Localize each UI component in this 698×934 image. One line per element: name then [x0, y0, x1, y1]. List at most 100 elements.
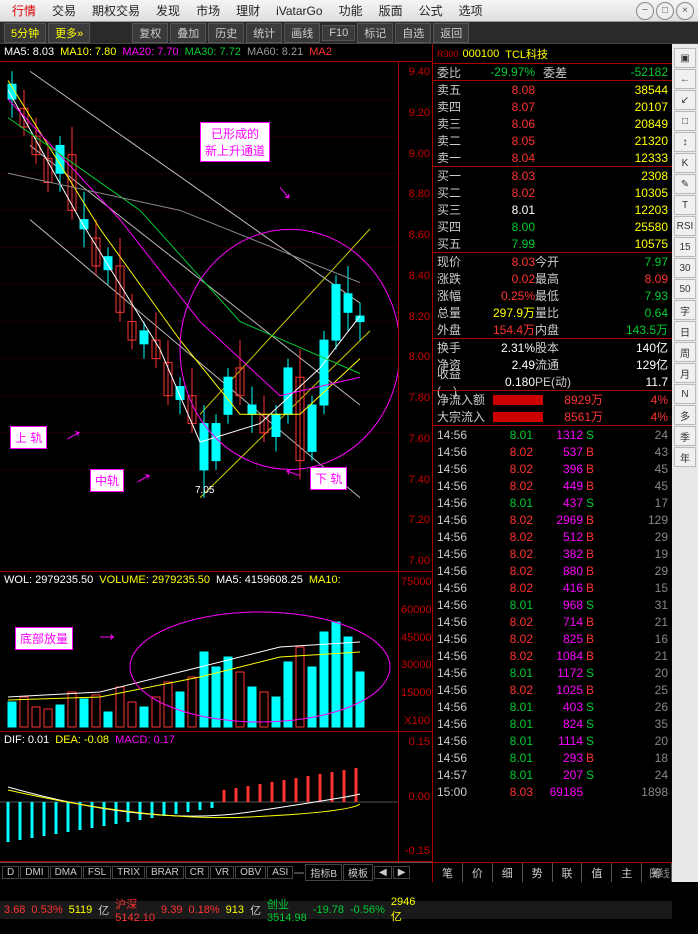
tick-row: 14:568.02537B43 — [433, 443, 672, 460]
rtool-btn[interactable]: 日 — [674, 321, 696, 341]
btab-VR[interactable]: VR — [210, 866, 234, 879]
macd-axis: 0.150.00-0.15 — [398, 732, 432, 861]
menu-layout[interactable]: 版面 — [371, 2, 411, 19]
btab-BRAR[interactable]: BRAR — [146, 866, 184, 879]
btab-指标B[interactable]: 指标B — [305, 864, 342, 881]
rtool-btn[interactable]: 月 — [674, 363, 696, 383]
btab-D[interactable]: D — [2, 866, 19, 879]
tick-row: 14:568.01437S17 — [433, 494, 672, 511]
quote-row: 涨跌0.02最高8.09 — [433, 270, 672, 287]
rtab-价[interactable]: 价 — [463, 863, 493, 882]
more-btn[interactable]: 更多» — [48, 23, 90, 43]
rtab-势[interactable]: 势 — [523, 863, 553, 882]
rtool-btn[interactable]: ↕ — [674, 132, 696, 152]
tb-overlay[interactable]: 叠加 — [170, 23, 206, 43]
rtool-btn[interactable]: 年 — [674, 447, 696, 467]
menu-quotes[interactable]: 行情 — [4, 2, 44, 19]
tb-draw[interactable]: 画线 — [284, 23, 320, 43]
menu-finance[interactable]: 理财 — [228, 2, 268, 19]
quote-row: 涨幅0.25%最低7.93 — [433, 287, 672, 304]
order-row: 卖三8.0620849 — [433, 115, 672, 132]
quote-row: 换手2.31%股本140亿 — [433, 339, 672, 356]
tick-row: 14:568.02449B45 — [433, 477, 672, 494]
quote-rows2: 换手2.31%股本140亿净资2.49流通129亿收益(一)0.180PE(动)… — [433, 339, 672, 390]
toolbar: 5分钟 更多» 复权 叠加 历史 统计 画线 F10 标记 自选 返回 — [0, 22, 698, 44]
btab-CR[interactable]: CR — [185, 866, 209, 879]
rtool-btn[interactable]: 多 — [674, 405, 696, 425]
macd-chart[interactable]: DIF: 0.01DEA: -0.08MACD: 0.17 0.150.00-0… — [0, 732, 432, 862]
menu-discover[interactable]: 发现 — [148, 2, 188, 19]
ask-list: 卖五8.0838544卖四8.0720107卖三8.0620849卖二8.052… — [433, 81, 672, 166]
rtab-值[interactable]: 值 — [582, 863, 612, 882]
bid-list: 买一8.032308买二8.0210305买三8.0112203买四8.0025… — [433, 167, 672, 252]
rtool-btn[interactable]: ↙ — [674, 90, 696, 110]
low-price-label: 7.05 — [195, 485, 214, 496]
tick-row: 14:568.021084B21 — [433, 647, 672, 664]
btab-TRIX[interactable]: TRIX — [112, 866, 145, 879]
tick-row: 14:568.011312S24 — [433, 426, 672, 443]
kline-chart[interactable]: 9.409.209.008.808.608.408.208.007.807.60… — [0, 62, 432, 572]
tick-row: 14:568.02880B29 — [433, 562, 672, 579]
btab-DMI[interactable]: DMI — [20, 866, 48, 879]
minimize-button[interactable]: − — [636, 2, 654, 20]
tb-history[interactable]: 历史 — [208, 23, 244, 43]
tick-row: 14:568.011114S20 — [433, 732, 672, 749]
rtool-btn[interactable]: 季 — [674, 426, 696, 446]
stock-header: R300 000100 TCL科技 — [433, 44, 672, 64]
btab-ASI[interactable]: ASI — [267, 866, 293, 879]
menu-trade[interactable]: 交易 — [44, 2, 84, 19]
menu-opt[interactable]: 选项 — [451, 2, 491, 19]
btab-模板[interactable]: 模板 — [343, 864, 373, 881]
tb-fuquan[interactable]: 复权 — [132, 23, 168, 43]
rtool-btn[interactable]: 15 — [674, 237, 696, 257]
quote-rows: 现价8.03今开7.97涨跌0.02最高8.09涨幅0.25%最低7.93总量2… — [433, 253, 672, 338]
rtool-btn[interactable]: ✎ — [674, 174, 696, 194]
order-row: 卖二8.0521320 — [433, 132, 672, 149]
rtool-btn[interactable]: 30 — [674, 258, 696, 278]
tb-fav[interactable]: 自选 — [395, 23, 431, 43]
volume-chart[interactable]: WOL: 2979235.50VOLUME: 2979235.50MA5: 41… — [0, 572, 432, 732]
stock-code: 000100 — [463, 48, 500, 60]
tb-f10[interactable]: F10 — [322, 25, 355, 41]
rtool-btn[interactable]: T — [674, 195, 696, 215]
rtool-btn[interactable]: N — [674, 384, 696, 404]
tick-list[interactable]: 14:568.011312S2414:568.02537B43 14:568.02… — [433, 426, 672, 862]
menu-options[interactable]: 期权交易 — [84, 2, 148, 19]
menu-ivatar[interactable]: iVatarGo — [268, 4, 330, 18]
btab-[interactable] — [294, 872, 304, 874]
rtool-btn[interactable]: 字 — [674, 300, 696, 320]
stock-name: TCL科技 — [505, 46, 548, 62]
status-bar: 3.680.53%5119亿沪深5142.109.390.18%913亿创业35… — [0, 901, 672, 919]
rtool-btn[interactable]: □ — [674, 111, 696, 131]
rtool-btn[interactable]: 50 — [674, 279, 696, 299]
btab-DMA[interactable]: DMA — [50, 866, 82, 879]
maximize-button[interactable]: □ — [656, 2, 674, 20]
rtool-btn[interactable]: RSI — [674, 216, 696, 236]
tick-row: 14:568.01968S31 — [433, 596, 672, 613]
rtool-btn[interactable]: 周 — [674, 342, 696, 362]
top-menu: 行情 交易 期权交易 发现 市场 理财 iVatarGo 功能 版面 公式 选项… — [0, 0, 698, 22]
menu-market[interactable]: 市场 — [188, 2, 228, 19]
menu-formula[interactable]: 公式 — [411, 2, 451, 19]
btab-OBV[interactable]: OBV — [235, 866, 266, 879]
right-tabs: 笔价细势联值主筹 — [433, 862, 672, 882]
tb-stats[interactable]: 统计 — [246, 23, 282, 43]
tb-mark[interactable]: 标记 — [357, 23, 393, 43]
rtab-联[interactable]: 联 — [553, 863, 583, 882]
annot-lower: 下 轨 — [310, 467, 347, 490]
annot-channel: 已形成的新上升通道 — [200, 122, 270, 162]
rtool-btn[interactable]: ← — [674, 69, 696, 89]
close-button[interactable]: × — [676, 2, 694, 20]
rtab-主[interactable]: 主 — [612, 863, 642, 882]
btab-FSL[interactable]: FSL — [83, 866, 111, 879]
tb-back[interactable]: 返回 — [433, 23, 469, 43]
rtool-btn[interactable]: K — [674, 153, 696, 173]
order-row: 买二8.0210305 — [433, 184, 672, 201]
rtab-细[interactable]: 细 — [493, 863, 523, 882]
rtab-笔[interactable]: 笔 — [433, 863, 463, 882]
menu-func[interactable]: 功能 — [331, 2, 371, 19]
rtool-btn[interactable]: ▣ — [674, 48, 696, 68]
order-row: 卖五8.0838544 — [433, 81, 672, 98]
order-row: 买五7.9910575 — [433, 235, 672, 252]
period-btn[interactable]: 5分钟 — [4, 23, 46, 43]
